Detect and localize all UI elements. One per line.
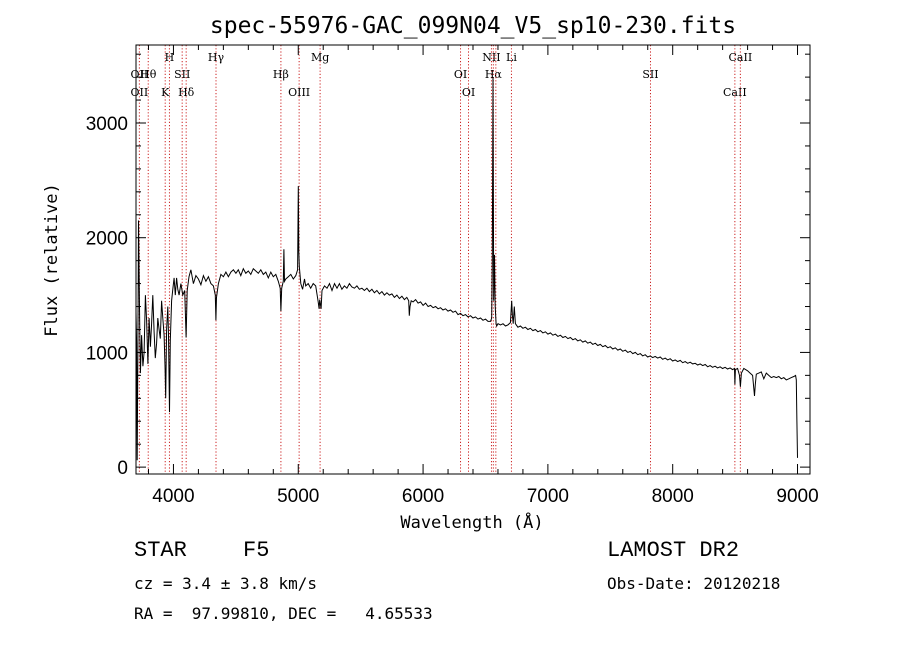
x-tick-label: 4000	[152, 486, 194, 507]
line-label: OII	[131, 68, 149, 81]
y-tick-label: 1000	[86, 343, 128, 364]
x-tick-label: 5000	[277, 486, 319, 507]
line-label: CaII	[729, 51, 753, 64]
line-label: OIII	[288, 86, 310, 99]
line-label: CaII	[723, 86, 747, 99]
chart-title: spec-55976-GAC_099N04_V5_sp10-230.fits	[210, 13, 736, 39]
x-tick-label: 8000	[652, 486, 694, 507]
object-subclass: F5	[243, 538, 270, 563]
line-label: OII	[131, 86, 149, 99]
survey-name: LAMOST DR2	[607, 538, 740, 563]
x-tick-label: 7000	[527, 486, 569, 507]
spectrum-series	[135, 77, 798, 461]
line-label: SII	[642, 68, 658, 81]
line-label: Hα	[485, 68, 503, 81]
plot-frame	[135, 44, 811, 475]
line-label: Li	[506, 51, 517, 64]
x-tick-label: 9000	[776, 486, 818, 507]
line-label: Hδ	[178, 86, 195, 99]
line-label: Hθ	[140, 68, 157, 81]
x-tick-label: 6000	[402, 486, 444, 507]
line-label: K	[161, 86, 170, 99]
line-label: Mg	[311, 51, 329, 64]
line-label: OI	[462, 86, 475, 99]
line-label: H	[165, 51, 175, 64]
x-axis-label: Wavelength (Å)	[400, 511, 543, 533]
line-label: SII	[174, 68, 190, 81]
spectrum-chart: spec-55976-GAC_099N04_V5_sp10-230.fits O…	[42, 13, 819, 533]
y-tick-label: 0	[117, 458, 128, 479]
observation-date: Obs-Date: 20120218	[607, 574, 781, 593]
y-tick-label: 2000	[86, 229, 128, 250]
coordinates: RA = 97.99810, DEC = 4.65533	[134, 604, 433, 623]
line-label: Hβ	[273, 68, 289, 81]
line-label: OI	[454, 68, 467, 81]
object-class: STAR	[134, 538, 187, 563]
y-axis-label: Flux (relative)	[42, 183, 62, 337]
y-tick-label: 3000	[86, 114, 128, 135]
line-label: Hγ	[208, 51, 225, 64]
redshift-velocity: cz = 3.4 ± 3.8 km/s	[134, 574, 318, 593]
line-label: NII	[482, 51, 500, 64]
